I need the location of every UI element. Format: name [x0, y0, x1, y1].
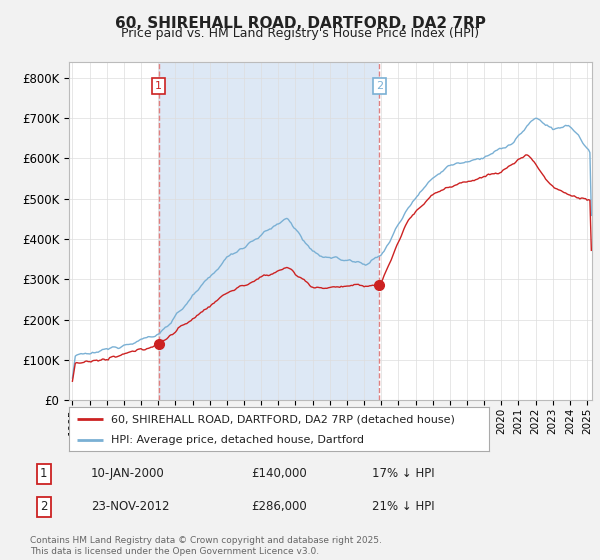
Text: 1: 1 — [40, 467, 47, 480]
Text: £286,000: £286,000 — [251, 500, 307, 514]
Text: 60, SHIREHALL ROAD, DARTFORD, DA2 7RP (detached house): 60, SHIREHALL ROAD, DARTFORD, DA2 7RP (d… — [111, 414, 455, 424]
Text: 1: 1 — [155, 81, 162, 91]
Text: 23-NOV-2012: 23-NOV-2012 — [91, 500, 169, 514]
Text: £140,000: £140,000 — [251, 467, 307, 480]
Text: HPI: Average price, detached house, Dartford: HPI: Average price, detached house, Dart… — [111, 435, 364, 445]
Text: 21% ↓ HPI: 21% ↓ HPI — [372, 500, 435, 514]
Text: 17% ↓ HPI: 17% ↓ HPI — [372, 467, 435, 480]
Text: Contains HM Land Registry data © Crown copyright and database right 2025.
This d: Contains HM Land Registry data © Crown c… — [30, 536, 382, 556]
Bar — [159, 62, 379, 400]
Text: 10-JAN-2000: 10-JAN-2000 — [91, 467, 164, 480]
Text: 60, SHIREHALL ROAD, DARTFORD, DA2 7RP: 60, SHIREHALL ROAD, DARTFORD, DA2 7RP — [115, 16, 485, 31]
Text: 2: 2 — [40, 500, 47, 514]
Text: 2: 2 — [376, 81, 383, 91]
Text: Price paid vs. HM Land Registry's House Price Index (HPI): Price paid vs. HM Land Registry's House … — [121, 27, 479, 40]
